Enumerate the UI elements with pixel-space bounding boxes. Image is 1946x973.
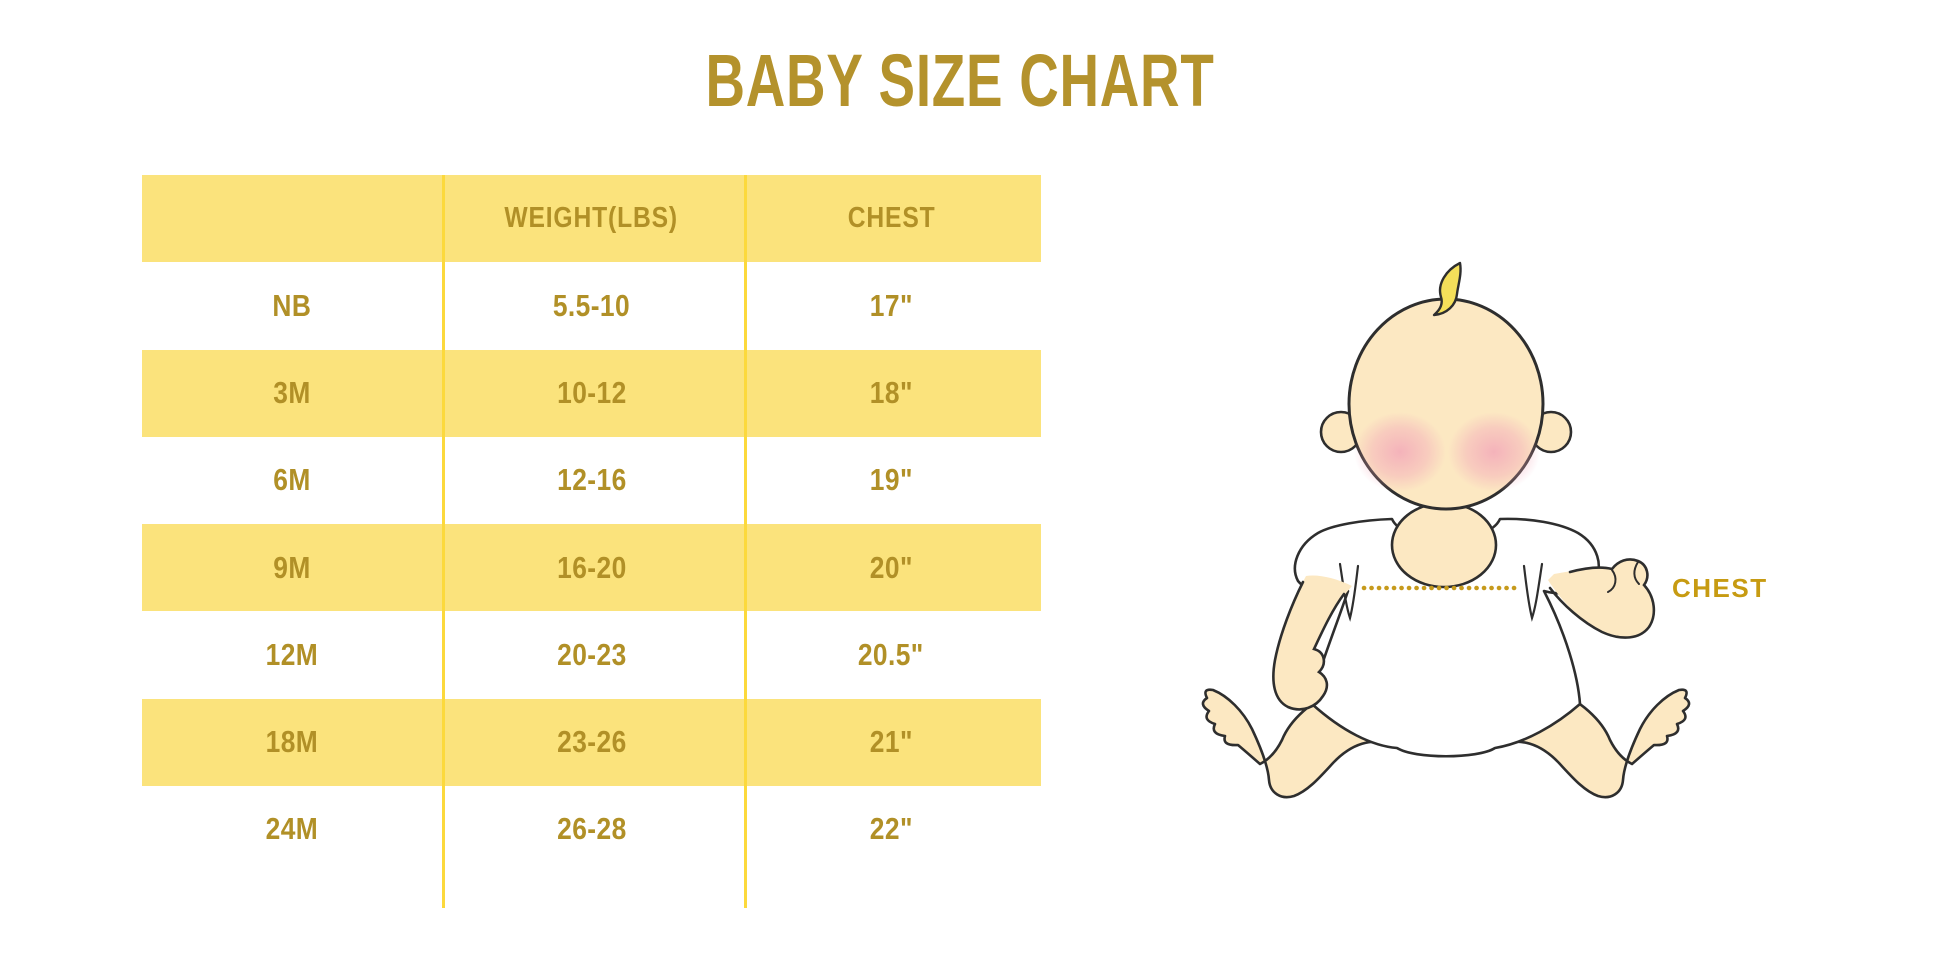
table-row: 18M 23-26 21" xyxy=(142,698,1041,786)
page-title: BABY SIZE CHART xyxy=(705,39,1215,122)
table-row: NB 5.5-10 17" xyxy=(142,262,1041,350)
size-cell: 6M xyxy=(273,462,311,498)
baby-hair-curl xyxy=(1432,261,1462,317)
weight-cell: 23-26 xyxy=(556,724,627,760)
size-cell: 9M xyxy=(273,549,311,585)
size-cell: 3M xyxy=(273,375,311,411)
column-divider-line xyxy=(442,175,445,908)
chest-label: CHEST xyxy=(1672,573,1768,603)
header-chest-cell: CHEST xyxy=(847,202,936,235)
size-cell: 24M xyxy=(265,811,319,847)
chest-cell: 21" xyxy=(869,724,913,760)
baby-illustration: CHEST xyxy=(1150,230,1800,840)
chest-cell: 18" xyxy=(869,375,913,411)
table-header-row: WEIGHT(LBS) CHEST xyxy=(142,175,1041,263)
column-divider-line xyxy=(744,175,747,908)
baby-arms xyxy=(1272,558,1656,711)
table-row: 9M 16-20 20" xyxy=(142,524,1041,612)
baby-drawing xyxy=(1201,261,1691,799)
chest-cell: 19" xyxy=(869,462,913,498)
header-size-cell xyxy=(142,175,442,262)
table-row: 12M 20-23 20.5" xyxy=(142,611,1041,699)
table-row: 6M 12-16 19" xyxy=(142,436,1041,524)
table-row: 3M 10-12 18" xyxy=(142,349,1041,437)
weight-cell: 16-20 xyxy=(556,549,627,585)
size-cell: 12M xyxy=(265,636,319,672)
chest-cell: 22" xyxy=(869,811,913,847)
size-cell: 18M xyxy=(265,724,319,760)
weight-cell: 5.5-10 xyxy=(552,287,631,323)
size-cell: NB xyxy=(272,287,312,323)
chest-cell: 20.5" xyxy=(858,636,925,672)
baby-blush-cheeks xyxy=(1354,412,1540,492)
weight-cell: 26-28 xyxy=(556,811,627,847)
header-weight-cell: WEIGHT(LBS) xyxy=(504,202,679,235)
chest-cell: 17" xyxy=(869,287,913,323)
weight-cell: 10-12 xyxy=(556,375,627,411)
weight-cell: 20-23 xyxy=(556,636,627,672)
weight-cell: 12-16 xyxy=(556,462,627,498)
chest-cell: 20" xyxy=(869,549,913,585)
size-chart-table: WEIGHT(LBS) CHEST NB 5.5-10 17" 3M 10-12… xyxy=(142,175,1041,908)
table-row: 24M 26-28 22" xyxy=(142,785,1041,873)
baby-neck xyxy=(1390,501,1498,589)
